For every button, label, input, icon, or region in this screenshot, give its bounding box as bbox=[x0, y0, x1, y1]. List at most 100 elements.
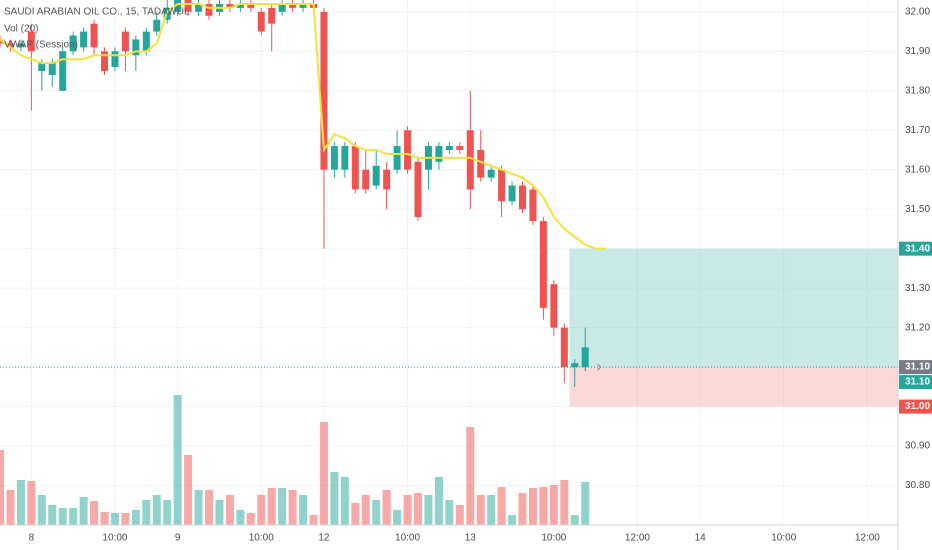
candle-body bbox=[320, 11, 328, 170]
price-label-box bbox=[899, 241, 932, 256]
candle-body bbox=[153, 19, 161, 32]
volume-bar bbox=[215, 500, 224, 525]
volume-bar bbox=[445, 500, 454, 525]
candle-body bbox=[341, 146, 349, 170]
stop-zone bbox=[569, 367, 898, 407]
x-tick-label: 10:00 bbox=[249, 533, 274, 544]
volume-bar bbox=[173, 395, 182, 525]
candle-body bbox=[351, 146, 359, 190]
candle-body bbox=[372, 165, 380, 186]
candle-body bbox=[38, 63, 46, 72]
volume-bar bbox=[299, 495, 308, 525]
candle-body bbox=[17, 43, 25, 48]
price-label: 31.00 bbox=[905, 401, 930, 412]
candle-body bbox=[550, 284, 558, 328]
y-tick-label: 30.90 bbox=[905, 441, 930, 452]
volume-bar bbox=[528, 488, 537, 525]
volume-bar bbox=[267, 488, 276, 525]
position bbox=[569, 248, 898, 407]
legend-entry: VWAP (Session) bbox=[4, 40, 78, 51]
volume-bar bbox=[340, 477, 349, 525]
candle-body bbox=[278, 3, 286, 12]
candle-body bbox=[69, 35, 77, 52]
volume-bar bbox=[16, 480, 25, 525]
candle-body bbox=[539, 221, 547, 308]
candle-body bbox=[59, 51, 67, 91]
y-tick-label: 31.70 bbox=[905, 125, 930, 136]
candle-body bbox=[330, 146, 338, 170]
arrow bbox=[597, 363, 602, 371]
candles bbox=[0, 0, 589, 387]
volume-bar bbox=[309, 515, 318, 525]
candle-body bbox=[529, 189, 537, 222]
volume-bar bbox=[184, 455, 193, 525]
volume-bar bbox=[37, 495, 46, 525]
volume-bar bbox=[560, 480, 569, 525]
candle-body bbox=[404, 130, 412, 170]
x-tick-label: 10:00 bbox=[541, 533, 566, 544]
volume-bar bbox=[403, 495, 412, 525]
y-tick-label: 31.50 bbox=[905, 204, 930, 215]
volume-bar bbox=[288, 490, 297, 525]
x-tick-label: 12 bbox=[318, 533, 330, 544]
candle-body bbox=[6, 43, 14, 48]
volume-bar bbox=[142, 500, 151, 525]
x-tick-label: 8 bbox=[29, 533, 35, 544]
price-label: 31.10 bbox=[905, 377, 930, 388]
volume-bar bbox=[487, 495, 496, 525]
candle-body bbox=[132, 39, 140, 56]
candle-body bbox=[466, 130, 474, 190]
price-label: 31.10 bbox=[905, 362, 930, 373]
candle-body bbox=[445, 146, 453, 150]
volume-bar bbox=[110, 513, 119, 525]
candle-body bbox=[571, 363, 579, 368]
volume-bar bbox=[225, 495, 234, 525]
candle-body bbox=[477, 150, 485, 178]
candle-body bbox=[498, 169, 506, 202]
candle-body bbox=[393, 146, 401, 170]
volume-bar bbox=[257, 495, 266, 525]
candle-body bbox=[299, 3, 307, 8]
x-tick-label: 14 bbox=[695, 533, 707, 544]
volume-bar bbox=[0, 450, 4, 525]
candle-body bbox=[184, 0, 192, 12]
chart-title: SAUDI ARABIAN OIL CO., 15, TADAWUL bbox=[4, 7, 190, 18]
volume-bar bbox=[121, 513, 130, 525]
volume-bar bbox=[163, 500, 172, 525]
volume-bar bbox=[361, 495, 370, 525]
volume-bar bbox=[455, 505, 464, 525]
volume-bar bbox=[131, 510, 140, 525]
candle-body bbox=[195, 3, 203, 12]
x-tick-label: 10:00 bbox=[102, 533, 127, 544]
candle-body bbox=[383, 169, 391, 190]
candle-body bbox=[362, 169, 370, 190]
candle-body bbox=[142, 31, 150, 52]
candle-body bbox=[581, 347, 589, 368]
volume-bar bbox=[100, 512, 109, 525]
candle-body bbox=[174, 0, 182, 12]
price-label-box bbox=[899, 399, 932, 414]
price-label-box bbox=[899, 360, 932, 375]
volume-bar bbox=[194, 490, 203, 525]
volume-bar bbox=[476, 495, 485, 525]
candle-body bbox=[289, 3, 297, 8]
volume-bar bbox=[382, 490, 391, 525]
volume-bar bbox=[570, 515, 579, 525]
price-label-box bbox=[899, 375, 932, 390]
price-label: 31.40 bbox=[905, 243, 930, 254]
candle-body bbox=[519, 185, 526, 210]
candle-body bbox=[236, 3, 244, 8]
candle-body bbox=[48, 63, 56, 75]
x-tick-label: 10:00 bbox=[771, 533, 796, 544]
candle-body bbox=[247, 3, 255, 8]
volume-bar bbox=[58, 508, 67, 525]
volume-bar bbox=[414, 493, 422, 525]
legend-entry: Vol (20) bbox=[4, 24, 38, 35]
x-tick-label: 9 bbox=[175, 533, 181, 544]
volume-bar bbox=[393, 510, 402, 525]
volume-bar bbox=[549, 485, 558, 525]
candle-body bbox=[205, 3, 213, 16]
volume-bar bbox=[372, 500, 381, 525]
overlay bbox=[0, 2, 898, 371]
